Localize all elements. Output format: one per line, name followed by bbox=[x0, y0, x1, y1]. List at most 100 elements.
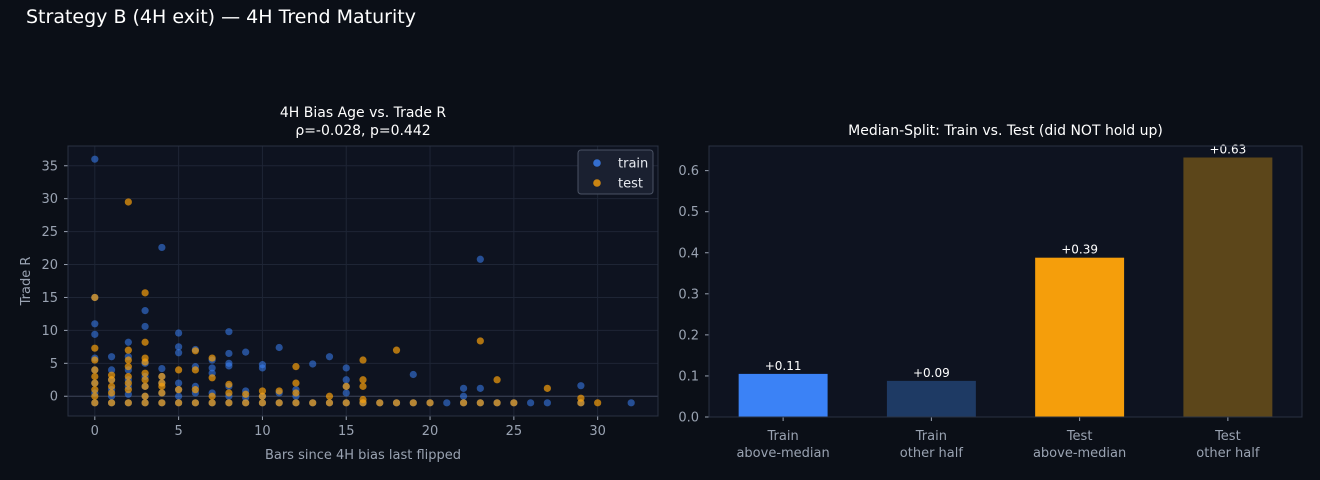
scatter-point-test bbox=[124, 372, 132, 381]
scatter-point-test bbox=[242, 390, 250, 398]
scatter-point-test bbox=[124, 399, 132, 407]
scatter-point-test bbox=[342, 399, 350, 407]
scatter-point-train bbox=[107, 366, 116, 374]
scatter-subtitle: ρ=-0.028, p=0.442 bbox=[295, 123, 430, 139]
scatter-point-test bbox=[158, 389, 166, 397]
bar-title: Median-Split: Train vs. Test (did NOT ho… bbox=[848, 123, 1163, 139]
bar-1 bbox=[738, 373, 828, 417]
scatter-point-train bbox=[208, 364, 216, 372]
scatter-series-test bbox=[91, 198, 602, 407]
bar-y-tick-label: 0.5 bbox=[678, 205, 699, 220]
scatter-point-test bbox=[258, 399, 267, 407]
scatter-point-test bbox=[175, 366, 183, 374]
scatter-x-tick-label: 20 bbox=[422, 424, 439, 439]
scatter-point-test bbox=[158, 372, 166, 381]
scatter-point-test bbox=[208, 374, 216, 382]
bar-3 bbox=[1035, 257, 1125, 417]
scatter-point-test bbox=[459, 399, 468, 407]
scatter-point-train bbox=[225, 328, 233, 336]
scatter-x-tick-label: 0 bbox=[91, 424, 99, 439]
scatter-point-train bbox=[309, 360, 317, 368]
scatter-x-tick-label: 5 bbox=[174, 424, 182, 439]
scatter-point-test bbox=[141, 376, 149, 384]
scatter-point-train bbox=[175, 379, 183, 387]
scatter-point-test bbox=[426, 399, 434, 407]
bar-category-label: Train bbox=[767, 429, 799, 444]
bar-category-label: other half bbox=[900, 446, 964, 461]
figure-title: Strategy B (4H exit) — 4H Trend Maturity bbox=[26, 6, 416, 28]
scatter-point-test bbox=[292, 399, 300, 407]
scatter-point-train bbox=[158, 243, 166, 252]
scatter-point-train bbox=[527, 399, 535, 407]
scatter-x-tick-label: 25 bbox=[506, 424, 523, 439]
scatter-point-test bbox=[158, 399, 166, 407]
scatter-point-test bbox=[141, 382, 149, 390]
scatter-point-test bbox=[225, 399, 233, 407]
scatter-y-tick-label: 20 bbox=[41, 258, 58, 273]
scatter-point-train bbox=[543, 399, 551, 407]
scatter-point-test bbox=[91, 386, 99, 394]
scatter-point-train bbox=[476, 255, 484, 263]
legend-marker-test bbox=[593, 179, 601, 187]
scatter-point-test bbox=[141, 289, 149, 297]
scatter-point-test bbox=[124, 363, 132, 371]
scatter-point-test bbox=[376, 399, 384, 407]
scatter-point-test bbox=[107, 389, 116, 397]
scatter-point-train bbox=[225, 349, 233, 358]
scatter-point-test bbox=[141, 358, 149, 366]
scatter-x-axis-label: Bars since 4H bias last flipped bbox=[265, 448, 461, 463]
scatter-point-train bbox=[443, 399, 451, 407]
scatter-point-test bbox=[409, 399, 417, 407]
scatter-point-train bbox=[175, 349, 183, 357]
scatter-point-test bbox=[91, 372, 99, 381]
scatter-point-test bbox=[577, 399, 585, 407]
bar-category-label: Test bbox=[1214, 429, 1241, 444]
scatter-point-test bbox=[225, 389, 233, 397]
scatter-point-train bbox=[577, 382, 585, 390]
scatter-y-tick-label: 10 bbox=[41, 324, 58, 339]
scatter-point-test bbox=[208, 399, 216, 407]
scatter-axes-frame bbox=[67, 145, 659, 417]
legend-label-test: test bbox=[618, 177, 643, 192]
scatter-y-tick-label: 35 bbox=[41, 159, 58, 174]
scatter-chart: 0 5 10 15 20 25 30 0 5 10 15 20 25 30 35 train test 4H Bi… bbox=[19, 105, 659, 463]
scatter-point-train bbox=[459, 392, 468, 400]
scatter-point-train bbox=[158, 364, 166, 373]
scatter-point-test bbox=[309, 399, 317, 407]
bar-category-label: above-median bbox=[736, 446, 829, 461]
scatter-point-test bbox=[325, 399, 334, 407]
bar-category-label: Train bbox=[915, 429, 947, 444]
bar-y-tick-label: 0.0 bbox=[678, 411, 699, 426]
scatter-point-train bbox=[141, 307, 149, 315]
scatter-point-test bbox=[191, 399, 199, 407]
scatter-x-tick-label: 10 bbox=[254, 424, 271, 439]
legend-marker-train bbox=[593, 159, 601, 167]
scatter-point-train bbox=[107, 353, 116, 361]
scatter-point-test bbox=[191, 366, 199, 374]
scatter-point-test bbox=[91, 366, 99, 374]
scatter-point-train bbox=[342, 389, 350, 397]
scatter-point-train bbox=[91, 155, 99, 163]
scatter-point-train bbox=[409, 370, 417, 379]
scatter-point-test bbox=[292, 363, 300, 371]
scatter-point-test bbox=[124, 346, 132, 354]
scatter-point-test bbox=[292, 389, 300, 397]
scatter-point-train bbox=[225, 362, 233, 370]
scatter-point-test bbox=[107, 399, 116, 407]
scatter-y-tick-label: 5 bbox=[50, 357, 58, 372]
bar-y-tick-label: 0.6 bbox=[678, 164, 699, 179]
scatter-point-test bbox=[392, 346, 401, 354]
bar-value-label: +0.39 bbox=[1061, 243, 1098, 257]
scatter-point-test bbox=[275, 387, 283, 395]
legend-label-train: train bbox=[618, 157, 648, 172]
scatter-point-test bbox=[124, 356, 132, 364]
scatter-point-train bbox=[325, 353, 334, 361]
scatter-point-test bbox=[208, 392, 216, 400]
scatter-point-train bbox=[342, 364, 350, 372]
bar-value-label: +0.11 bbox=[765, 359, 802, 373]
scatter-point-test bbox=[594, 399, 602, 407]
scatter-point-test bbox=[258, 392, 267, 400]
scatter-x-tick-label: 30 bbox=[589, 424, 606, 439]
scatter-point-train bbox=[275, 343, 283, 352]
scatter-point-train bbox=[124, 338, 132, 346]
